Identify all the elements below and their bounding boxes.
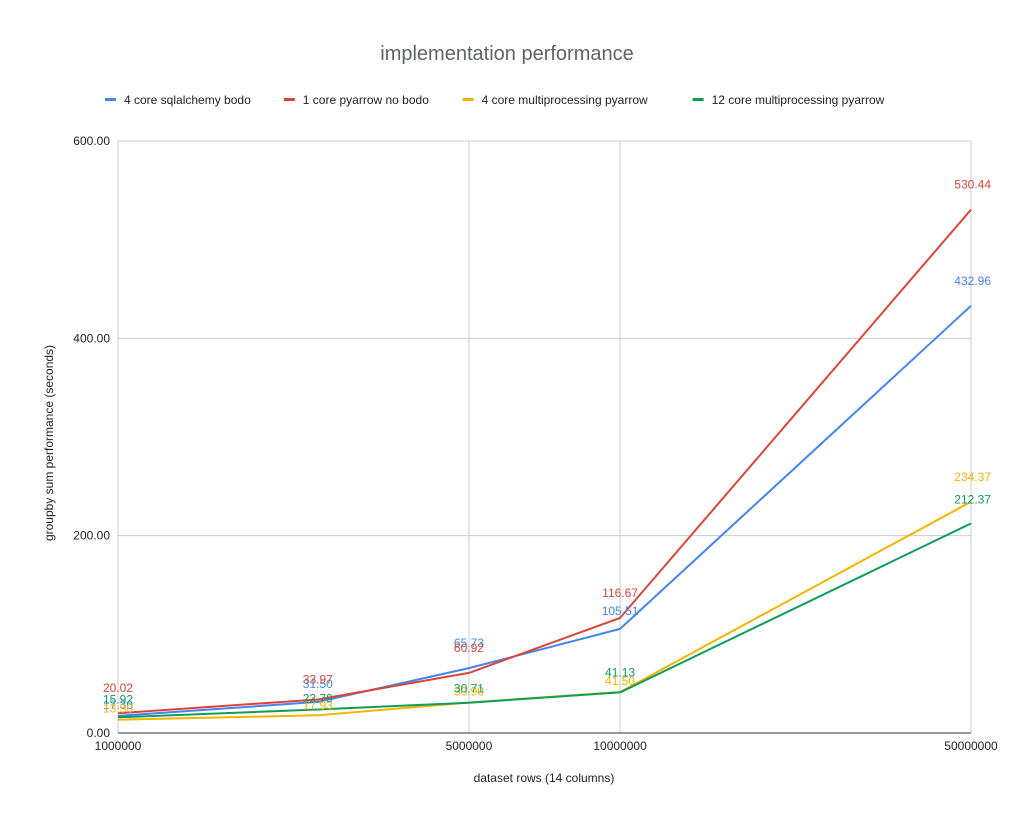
data-label: 30.71 (454, 682, 484, 696)
y-tick-label: 200.00 (73, 529, 110, 543)
y-tick-label: 0.00 (87, 726, 111, 740)
data-label: 17.93 (303, 698, 333, 712)
legend-swatch (462, 98, 474, 101)
data-label: 17.30 (103, 698, 133, 712)
data-label: 20.02 (103, 681, 133, 695)
series-line-2 (117, 208, 972, 715)
data-label: 31.50 (303, 677, 333, 691)
data-label: 432.96 (954, 274, 991, 288)
x-tick-label: 50000000 (944, 739, 998, 753)
legend-label: 4 core multiprocessing pyarrow (482, 93, 648, 107)
axes: 0.00 200.00 400.00 600.00 1000000 5000000 1000… (73, 134, 998, 753)
legend-swatch (283, 98, 295, 101)
series-line-1 (117, 305, 972, 717)
data-label: 530.44 (954, 178, 991, 192)
y-tick-label: 400.00 (73, 331, 110, 345)
data-label: 15.92 (103, 692, 133, 706)
data-label: 41.50 (605, 674, 635, 688)
legend-swatch (692, 98, 704, 101)
data-label: 41.13 (605, 665, 635, 679)
legend-label: 4 core sqlalchemy bodo (124, 93, 251, 107)
legend-label: 12 core multiprocessing pyarrow (712, 93, 885, 107)
data-label: 60.92 (454, 641, 484, 655)
series-lines (117, 208, 972, 721)
x-tick-label: 1000000 (95, 739, 142, 753)
data-labels: 17.30 31.50 65.73 105.51 432.96 20.02 33.97 60.… (103, 178, 991, 716)
data-label: 105.51 (602, 604, 639, 618)
data-label: 65.73 (454, 636, 484, 650)
data-label: 234.37 (954, 470, 991, 484)
x-tick-label: 10000000 (593, 739, 647, 753)
legend-label: 1 core pyarrow no bodo (303, 93, 429, 107)
y-tick-label: 600.00 (73, 134, 110, 148)
grid (117, 140, 972, 733)
series-line-4 (117, 522, 972, 719)
chart-title: implementation performance (380, 43, 633, 65)
data-label: 116.67 (602, 586, 638, 600)
data-label: 13.50 (103, 702, 133, 716)
data-label: 212.37 (954, 492, 991, 506)
data-label: 30.90 (454, 685, 484, 699)
y-axis-title: groupby sum performance (seconds) (42, 345, 56, 541)
data-label: 33.97 (303, 672, 333, 686)
data-label: 23.79 (303, 692, 333, 706)
legend: 4 core sqlalchemy bodo 1 core pyarrow no … (105, 93, 885, 107)
x-axis-title: dataset rows (14 columns) (474, 771, 615, 785)
legend-swatch (105, 98, 116, 101)
x-tick-label: 5000000 (446, 739, 493, 753)
